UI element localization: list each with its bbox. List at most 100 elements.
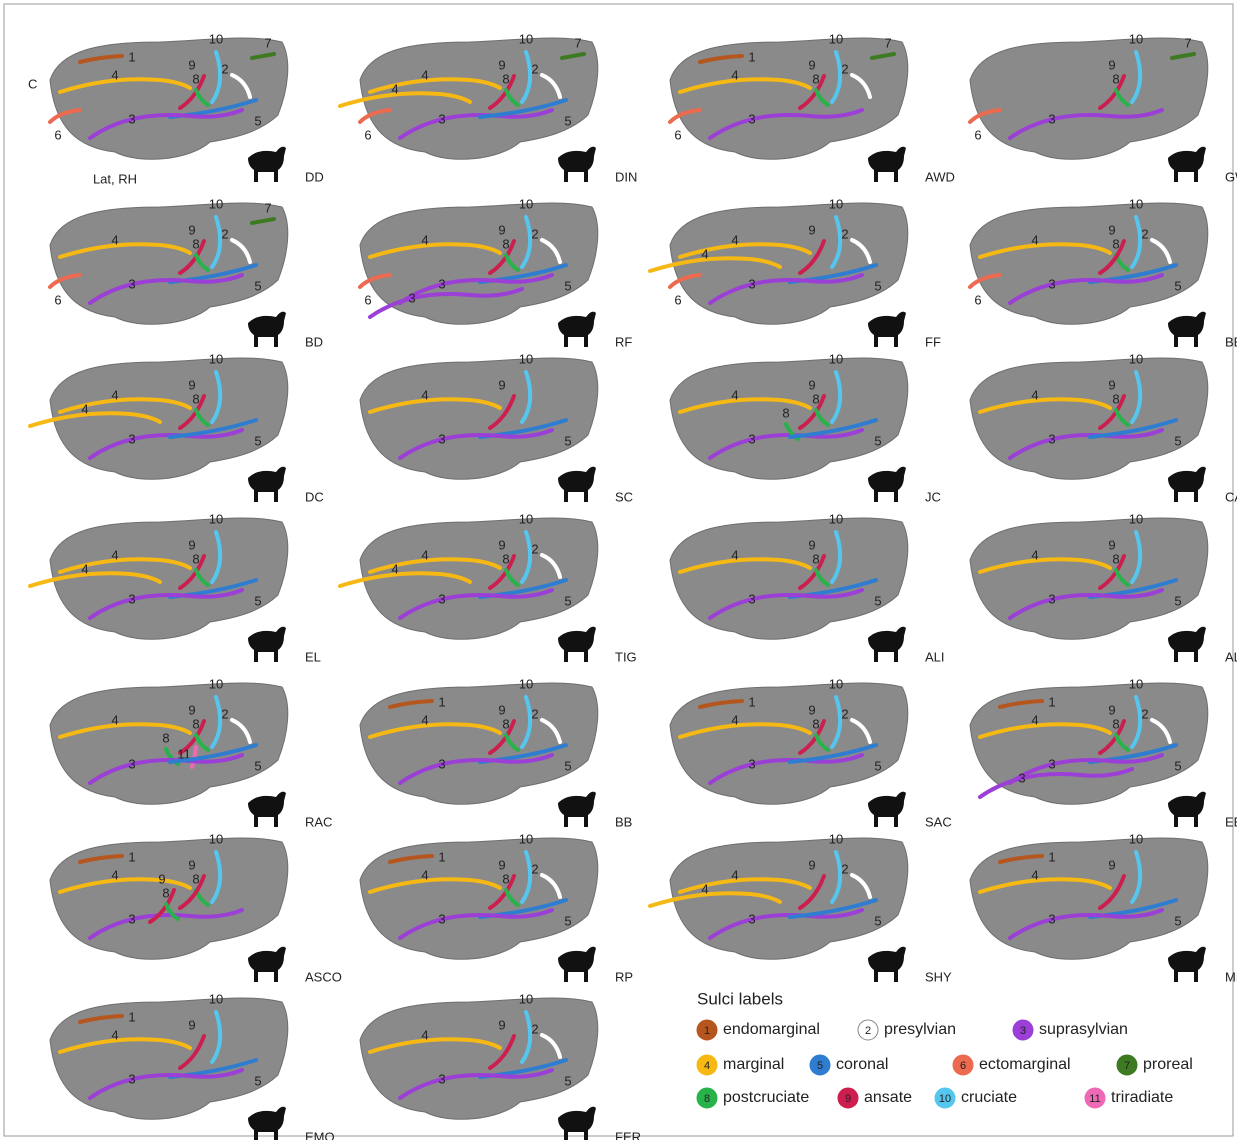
brain (970, 838, 1208, 959)
sulcus-label: 5 (874, 593, 881, 608)
brain-panel: EMO9110453 (50, 991, 335, 1140)
sulcus-label: 5 (874, 433, 881, 448)
sulcus-label: 4 (81, 561, 88, 576)
sulcus-label: 9 (498, 857, 505, 872)
animal-silhouette (248, 792, 286, 827)
sulcus-label: 3 (128, 756, 135, 771)
sulcus-label: 2 (531, 541, 538, 556)
animal-silhouette (558, 792, 596, 827)
sulcus-label: 8 (812, 71, 819, 86)
sulcus-label: 7 (264, 35, 271, 50)
sulcus-label: 7 (264, 200, 271, 215)
sulcus-label: 9 (498, 1017, 505, 1032)
species-abbr: RF (615, 334, 632, 349)
brain-panel: SAC101924835 (670, 676, 952, 829)
sulcus-label: 9 (188, 537, 195, 552)
brain (50, 358, 288, 479)
sulcus-label: 5 (564, 1073, 571, 1088)
sulcus-label: 4 (701, 881, 708, 896)
sulcus-label: 9 (498, 702, 505, 717)
legend-name: triradiate (1111, 1089, 1173, 1106)
figure: C Lat, RH Sulci labels DD14910278536DIN4… (0, 0, 1237, 1140)
sulcus-label: 5 (874, 278, 881, 293)
legend-name: coronal (836, 1056, 888, 1073)
brain-panel: FER2104953 (360, 991, 641, 1140)
sulcus-label: 10 (1129, 831, 1143, 846)
brain (670, 683, 908, 804)
sulcus-label: 5 (254, 758, 261, 773)
sulcus-label: 4 (1031, 232, 1038, 247)
brain-panel: SHY10449235 (650, 831, 952, 984)
sulcus-label: 3 (128, 1071, 135, 1086)
species-abbr: ASCO (305, 969, 342, 984)
legend-name: postcruciate (723, 1089, 809, 1106)
sulcus-label: 4 (391, 81, 398, 96)
sulcus-label: 8 (1112, 391, 1119, 406)
sulcus-label: 9 (188, 377, 195, 392)
brain (50, 518, 288, 639)
animal-silhouette (248, 627, 286, 662)
legend-name: endomarginal (723, 1021, 820, 1038)
sulcus-label: 5 (254, 1073, 261, 1088)
sulcus-label: 4 (421, 712, 428, 727)
sulcus-label: 7 (1184, 35, 1191, 50)
brain-panel: EB1021948533 (970, 676, 1237, 829)
sulcus-label: 10 (519, 511, 533, 526)
sulcus-label: 5 (254, 593, 261, 608)
sulcus-label: 10 (209, 351, 223, 366)
sulcus-label: 4 (1031, 387, 1038, 402)
sulcus-label: 9 (1108, 377, 1115, 392)
species-abbr: JC (925, 489, 941, 504)
brain-panel: CA9104835 (970, 351, 1237, 504)
animal-silhouette (248, 467, 286, 502)
legend-number: 3 (1020, 1025, 1026, 1037)
brain-panel: BEF481029563 (970, 196, 1237, 349)
sulcus-label: 9 (808, 537, 815, 552)
brain (50, 998, 288, 1119)
sulcus-label: 9 (1108, 857, 1115, 872)
sulcus-label: 5 (1174, 758, 1181, 773)
sulcus-label: 3 (1048, 591, 1055, 606)
brain (360, 998, 598, 1119)
species-abbr: ME (1225, 969, 1237, 984)
sulcus-label: 4 (111, 867, 118, 882)
animal-silhouette (558, 1107, 596, 1140)
brain-panel: RP191084523 (360, 831, 633, 984)
animal-silhouette (1168, 147, 1206, 182)
brain-panel: BD1049278563 (50, 196, 323, 349)
legend-number: 5 (817, 1060, 823, 1072)
sulcus-label: 3 (748, 911, 755, 926)
sulcus-label: 6 (364, 292, 371, 307)
sulcus-label: 2 (841, 61, 848, 76)
legend-name: presylvian (884, 1021, 956, 1038)
animal-silhouette (248, 312, 286, 347)
sulcus-label: 3 (128, 276, 135, 291)
sulcus-label: 8 (162, 730, 169, 745)
legend-name: ansate (864, 1089, 912, 1106)
sulcus-label: 5 (254, 433, 261, 448)
sulcus-label: 6 (974, 292, 981, 307)
animal-silhouette (1168, 467, 1206, 502)
species-abbr: EL (305, 649, 321, 664)
brain-panel: EL10449853 (30, 511, 321, 664)
sulcus-label: 4 (731, 67, 738, 82)
sulcus-label: 4 (731, 712, 738, 727)
species-abbr: ALI (925, 649, 945, 664)
sulcus-label: 4 (111, 712, 118, 727)
sulcus-label: 9 (188, 1017, 195, 1032)
sulcus-label: 8 (502, 236, 509, 251)
legend-title: Sulci labels (697, 989, 783, 1008)
sulcus-label: 10 (209, 831, 223, 846)
sulcus-label: 10 (1129, 511, 1143, 526)
sulcus-label: 8 (1112, 71, 1119, 86)
animal-silhouette (868, 312, 906, 347)
sulcus-label: 9 (808, 57, 815, 72)
sulcus-label: 7 (884, 35, 891, 50)
brain-panel: RF9108245633 (360, 196, 632, 349)
sulcus-label: 10 (519, 196, 533, 211)
species-abbr: SAC (925, 814, 952, 829)
sulcus-label: 3 (748, 111, 755, 126)
sulcus-label: 10 (209, 676, 223, 691)
brain-panel: ME1019453 (970, 831, 1237, 984)
sulcus-label: 4 (1031, 867, 1038, 882)
